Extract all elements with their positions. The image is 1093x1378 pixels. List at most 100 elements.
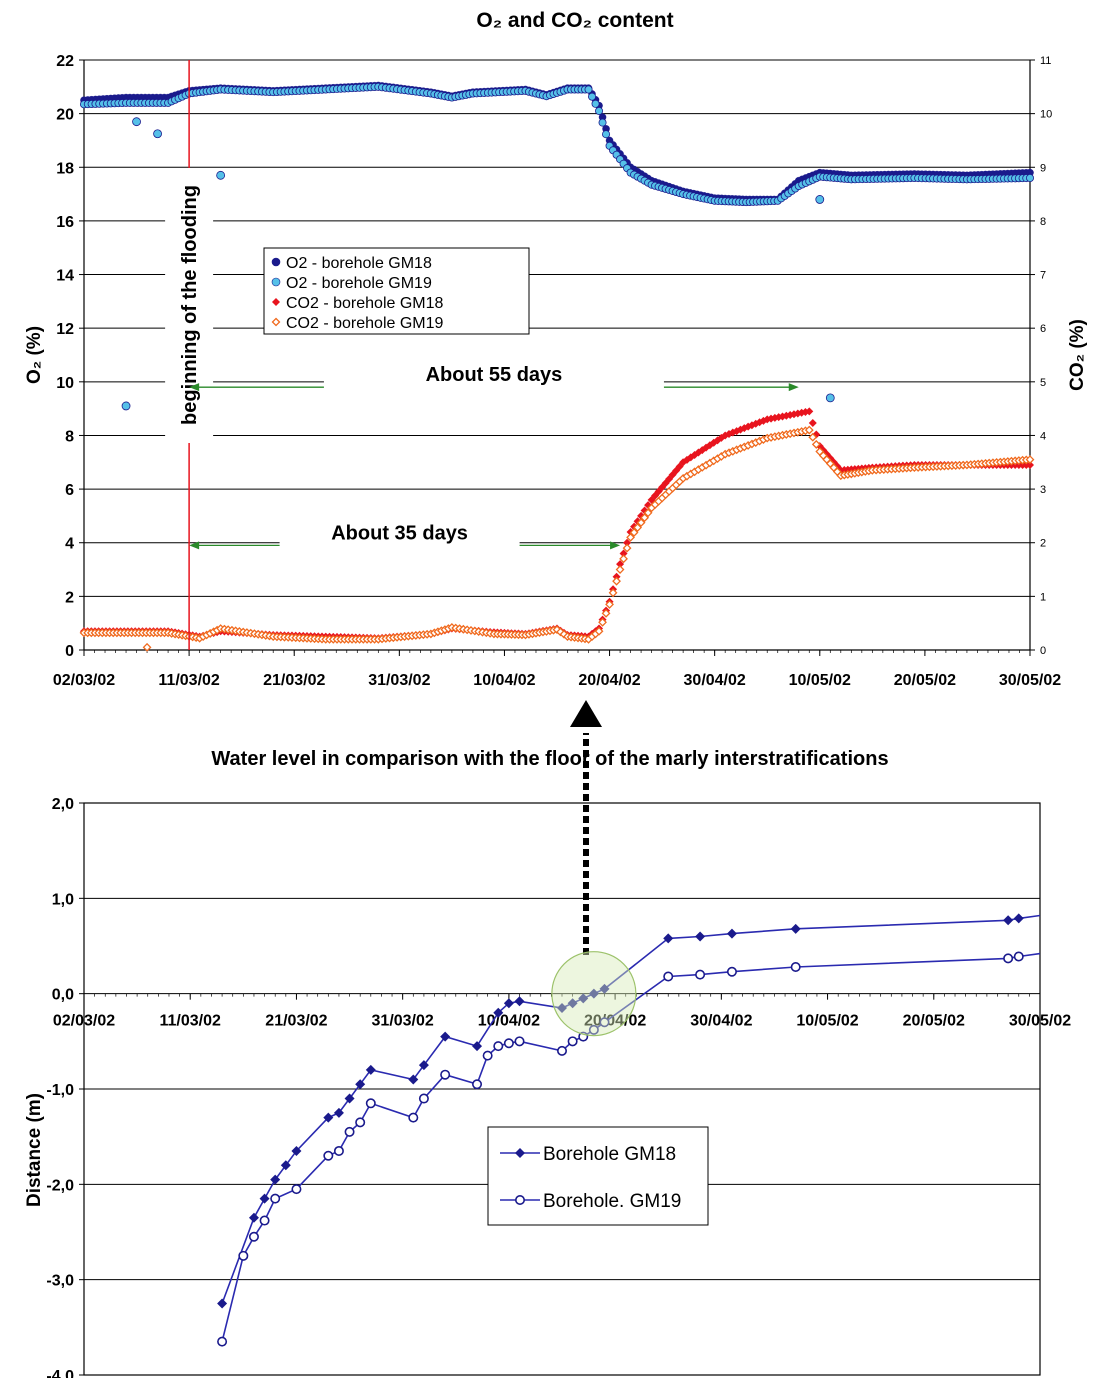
data-point — [594, 626, 604, 636]
legend: O2 - borehole GM18 O2 - borehole GM19 CO2 … — [263, 247, 530, 335]
arrow-head — [788, 383, 799, 392]
y-tick-label: 0 — [65, 643, 74, 660]
y2-tick-label: 0 — [1040, 645, 1046, 657]
data-point — [1003, 953, 1014, 964]
legend-label: Borehole GM18 — [543, 1144, 676, 1165]
legend-marker — [271, 257, 281, 267]
x-tick-label: 10/05/02 — [796, 1013, 858, 1030]
data-point — [578, 993, 589, 1004]
axes — [79, 59, 1035, 656]
y-tick-label: 12 — [56, 321, 74, 338]
x-tick-label: 31/03/02 — [368, 672, 430, 689]
legend-box — [487, 1126, 709, 1226]
y2-tick-label: 4 — [1040, 430, 1046, 442]
arrow-head — [189, 541, 200, 550]
data-point — [622, 543, 632, 553]
x-tick-label: 31/03/02 — [372, 1013, 434, 1030]
data-point — [557, 1002, 567, 1013]
data-point — [1003, 915, 1014, 926]
legend-label: O2 - borehole GM18 — [286, 255, 432, 272]
highlight-circle — [551, 951, 637, 1037]
y-tick-label: -2,0 — [46, 1177, 74, 1194]
data-point — [217, 1336, 228, 1347]
duration-arrow: About 55 days — [189, 359, 799, 406]
x-tick-label: 30/04/02 — [684, 672, 746, 689]
data-point — [612, 576, 621, 586]
data-point — [726, 966, 737, 977]
legend-box — [263, 247, 530, 335]
data-point — [588, 988, 599, 999]
label-background — [323, 359, 664, 406]
data-point — [695, 969, 706, 980]
data-point — [333, 1107, 344, 1118]
data-point — [663, 933, 674, 944]
data-point — [640, 506, 649, 515]
y-tick-label: 8 — [65, 428, 74, 445]
data-point — [365, 1064, 376, 1075]
outlier-point — [121, 401, 131, 411]
x-tick-label: 30/05/02 — [999, 672, 1061, 689]
data-point — [595, 106, 604, 115]
x-tick-label: 10/04/02 — [473, 672, 535, 689]
data-point — [514, 996, 525, 1007]
data-point — [418, 1093, 429, 1104]
outlier-point — [216, 170, 226, 180]
y-tick-label: 16 — [56, 214, 74, 231]
y2-tick-label: 1 — [1040, 591, 1046, 603]
y2-tick-label: 5 — [1040, 377, 1046, 389]
data-point — [408, 1074, 419, 1085]
y2-tick-label: 8 — [1040, 216, 1046, 228]
axes — [79, 802, 1041, 1376]
y2-tick-label: 7 — [1040, 270, 1046, 282]
data-point — [588, 92, 597, 101]
data-point — [808, 432, 818, 442]
data-point — [280, 1160, 291, 1171]
y2-tick-label: 9 — [1040, 162, 1046, 174]
chart-title: O₂ and CO₂ content — [476, 9, 673, 32]
water-level-chart: Water level in comparison with the floor… — [24, 748, 1071, 1378]
data-point — [616, 560, 625, 569]
data-point — [259, 1193, 270, 1204]
data-point — [418, 1060, 429, 1071]
data-point — [270, 1193, 281, 1204]
data-point — [636, 518, 646, 528]
data-point — [804, 425, 814, 435]
annotations: beginning of the flooding About 55 days Ab… — [165, 60, 799, 650]
data-point — [493, 1007, 504, 1018]
data-point — [323, 1150, 334, 1161]
data-point — [805, 407, 814, 416]
data-point — [663, 971, 674, 982]
data-point — [408, 1112, 419, 1123]
series-o2-borehole-gm19 — [80, 82, 1035, 411]
legend-marker — [271, 317, 281, 327]
data-point — [344, 1126, 355, 1137]
label-background — [165, 168, 214, 443]
data-point — [259, 1215, 270, 1226]
data-point — [567, 1036, 578, 1047]
data-point — [808, 418, 817, 427]
x-tick-label: 20/04/02 — [578, 672, 640, 689]
x-tick-label: 11/03/02 — [158, 672, 220, 689]
data-point — [440, 1069, 451, 1080]
data-point — [605, 599, 614, 609]
data-point — [623, 538, 632, 547]
data-point — [440, 1031, 451, 1042]
legend: Borehole GM18 Borehole. GM19 — [487, 1126, 709, 1226]
legend-marker — [271, 277, 281, 287]
duration-arrow: About 35 days — [189, 517, 621, 564]
x-tick-label: 10/04/02 — [478, 1013, 540, 1030]
x-tick-label: 21/03/02 — [265, 1013, 327, 1030]
outlier-point — [815, 195, 825, 204]
data-point — [567, 998, 578, 1009]
link-arrow-head — [570, 700, 602, 727]
legend-label: CO2 - borehole GM19 — [286, 315, 444, 332]
data-point — [643, 508, 653, 518]
data-point — [608, 588, 618, 598]
data-point — [238, 1250, 249, 1261]
legend-label: O2 - borehole GM19 — [286, 275, 432, 292]
data-point — [626, 532, 635, 542]
data-point — [588, 1024, 599, 1035]
series-o2-borehole-gm18 — [80, 81, 1034, 204]
legend-label: CO2 - borehole GM18 — [286, 295, 444, 312]
y-tick-label: 14 — [56, 268, 74, 285]
